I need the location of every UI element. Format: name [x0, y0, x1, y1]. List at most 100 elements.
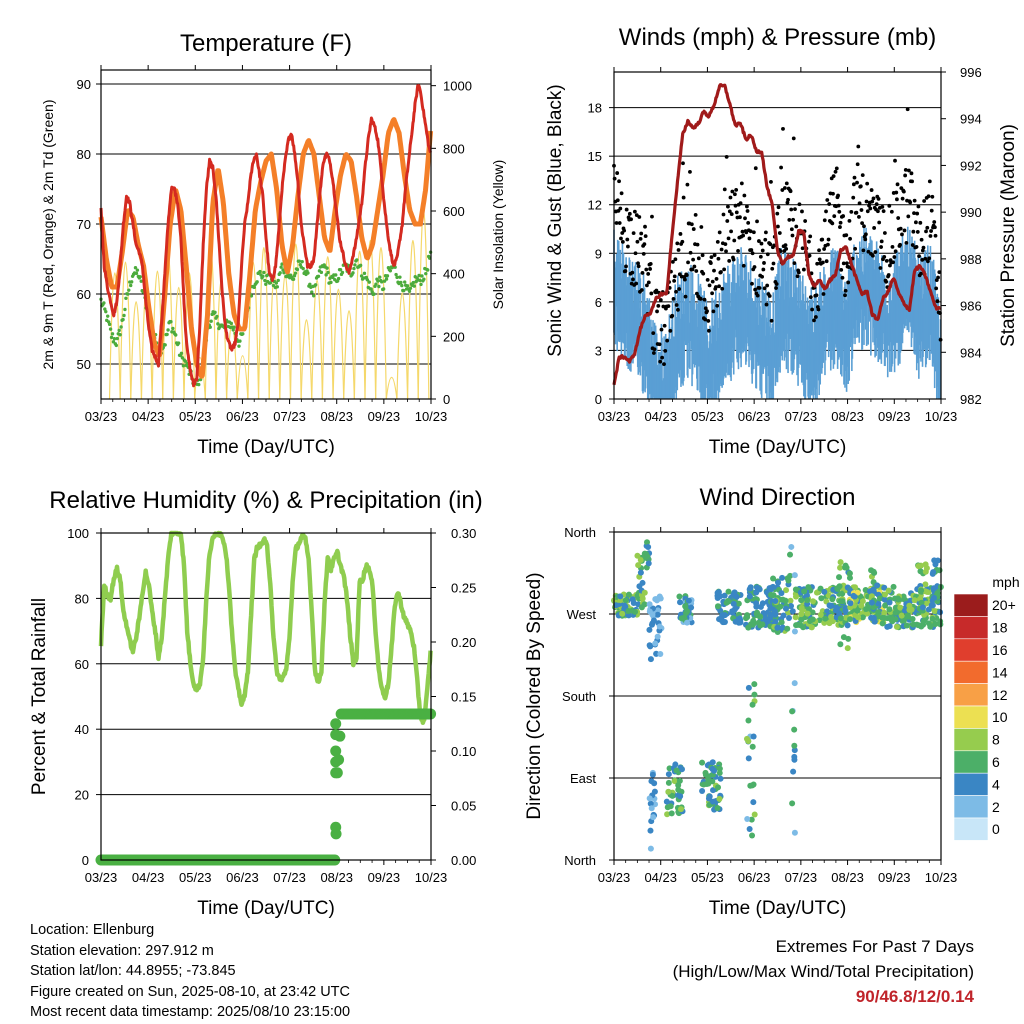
gust-point [738, 215, 742, 220]
gust-point [789, 227, 794, 232]
direction-point [665, 771, 672, 778]
dewpoint-point [209, 319, 213, 323]
direction-point [650, 617, 657, 624]
direction-point [882, 602, 889, 609]
dewpoint-point [324, 273, 328, 277]
direction-point [927, 623, 934, 630]
rh-plot [95, 530, 437, 866]
gust-point [758, 254, 763, 259]
gust-point [760, 274, 764, 279]
dewpoint-point [179, 351, 184, 355]
rh-ytick-label: 60 [75, 657, 89, 672]
direction-point [809, 616, 816, 623]
direction-point [793, 622, 800, 629]
direction-point [930, 585, 937, 592]
gust-point [725, 219, 730, 223]
dewpoint-point [300, 259, 304, 264]
gust-point [711, 309, 716, 314]
gust-point [937, 270, 942, 275]
dewpoint-point [102, 301, 106, 305]
dir-xtick-label: 03/23 [598, 870, 631, 885]
dewpoint-point [422, 277, 426, 281]
direction-point [845, 635, 852, 642]
gust-point [651, 351, 656, 355]
gust-point [801, 267, 806, 272]
direction-point [937, 609, 944, 616]
dewpoint-point [278, 271, 282, 275]
extremes-block: Extremes For Past 7 Days (High/Low/Max W… [673, 934, 974, 1009]
gust-point [930, 194, 935, 199]
gust-point [855, 162, 860, 167]
gust-point [712, 253, 717, 258]
gust-point [774, 286, 778, 290]
gust-point [643, 234, 648, 239]
dewpoint-point [338, 267, 343, 272]
gust-point [703, 317, 708, 322]
direction-point [918, 599, 925, 606]
gust-point [920, 248, 925, 253]
legend-swatch [953, 817, 989, 841]
direction-point [682, 603, 689, 610]
gust-point [666, 304, 671, 309]
dewpoint-point [282, 271, 286, 275]
direction-point [671, 778, 678, 785]
gust-point [713, 285, 718, 289]
gust-point [728, 195, 733, 200]
rh-ytick-label: 0 [82, 853, 89, 868]
precip-point [330, 745, 342, 757]
rh-y2tick-label: 0.15 [451, 690, 476, 705]
direction-point [908, 606, 915, 613]
direction-point [792, 593, 799, 600]
legend-title: mph [992, 574, 1019, 590]
direction-point [725, 588, 732, 595]
direction-point [844, 645, 851, 652]
direction-point [724, 598, 731, 605]
gust-point [722, 267, 727, 272]
gust-point [640, 271, 645, 275]
dewpoint-point [418, 278, 422, 283]
direction-point [751, 681, 758, 688]
wind-ytick-label: 0 [595, 392, 602, 407]
direction-point [829, 596, 836, 603]
direction-point [751, 811, 758, 818]
gust-point [748, 229, 753, 234]
wind-y2tick-label: 986 [960, 299, 982, 314]
direction-point [678, 788, 685, 795]
dewpoint-point [329, 280, 333, 285]
gust-point [879, 245, 883, 249]
dewpoint-point [403, 280, 407, 284]
gust-point [745, 204, 749, 209]
gust-point [817, 248, 821, 253]
temp-ytick-label: 80 [77, 147, 91, 162]
gust-point [863, 237, 868, 242]
gust-point [816, 307, 821, 312]
wind-ytick-label: 6 [595, 295, 602, 310]
temp-xtick-label: 03/23 [85, 409, 118, 424]
gust-point [763, 230, 768, 235]
direction-point [651, 788, 658, 795]
dir-xlabel: Time (Day/UTC) [709, 898, 847, 919]
dewpoint-point [411, 280, 416, 285]
gust-point [853, 246, 858, 251]
direction-point [714, 804, 721, 811]
temp-xtick-label: 04/23 [132, 409, 165, 424]
legend-label: 2 [992, 799, 1000, 815]
direction-point [852, 584, 859, 591]
dewpoint-point [118, 333, 122, 337]
gust-point [882, 231, 887, 235]
temp-y2label: Solar Insolation (Yellow) [490, 160, 506, 310]
direction-point [932, 621, 939, 628]
gust-point [625, 237, 630, 242]
direction-point [911, 597, 918, 604]
gust-point [910, 243, 915, 247]
legend-swatch [953, 616, 989, 640]
direction-point [677, 806, 684, 813]
solar-curve [417, 211, 430, 400]
extremes-value: 90/46.8/12/0.14 [855, 987, 974, 1006]
gust-point [706, 319, 711, 323]
direction-point [804, 597, 811, 604]
direction-point [771, 608, 778, 615]
gust-point [742, 193, 747, 198]
location-text: Location: Ellenburg [30, 922, 155, 938]
direction-point [809, 609, 816, 616]
